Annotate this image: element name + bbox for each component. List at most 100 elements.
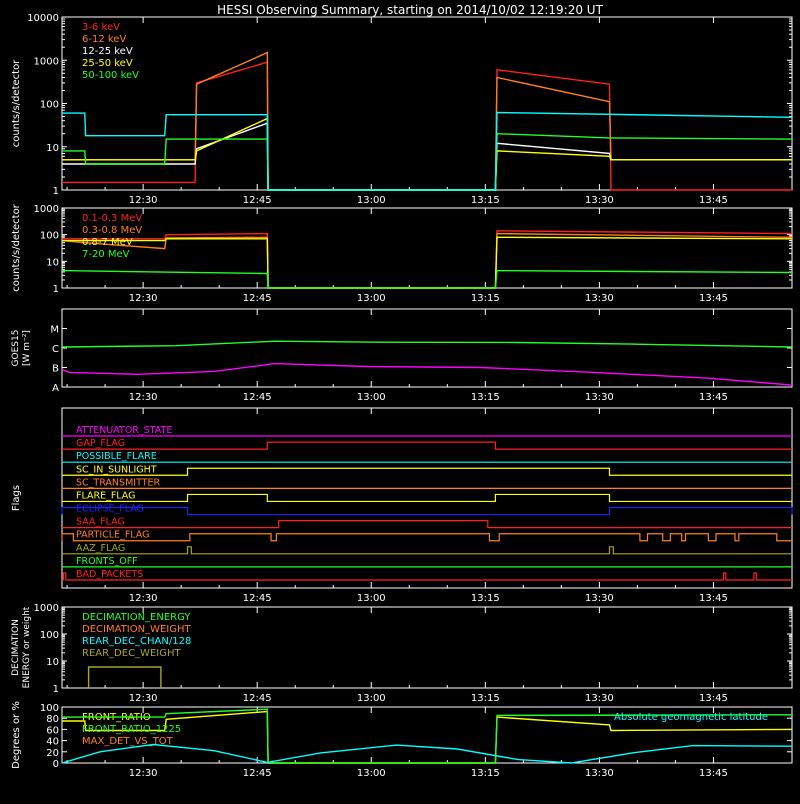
panel3-ytick-label: B bbox=[52, 364, 59, 375]
panel2-series-line-2 bbox=[62, 236, 793, 289]
panel3-ytick-label: C bbox=[52, 344, 59, 355]
panel4-xtick-label: 12:30 bbox=[129, 593, 158, 604]
panel4-flag-line-11 bbox=[62, 572, 792, 581]
panel4-flag-line-9 bbox=[62, 546, 792, 555]
panel4-flag-line-6 bbox=[61, 506, 793, 516]
panel4-flag-label: BAD_PACKETS bbox=[76, 569, 143, 580]
panel3-xtick-label: 13:15 bbox=[471, 392, 500, 403]
panel4-xtick-label: 13:00 bbox=[357, 593, 386, 604]
panel4-xtick-label: 12:45 bbox=[243, 593, 272, 604]
panel6-xtick-label: 12:45 bbox=[243, 768, 272, 779]
panel2-xtick-label: 12:45 bbox=[243, 293, 272, 304]
panel5-xtick-label: 13:15 bbox=[471, 693, 500, 704]
panel3-series-line-0 bbox=[61, 340, 793, 348]
panel2-series-line-3 bbox=[61, 269, 793, 289]
panel6-xtick-label: 13:30 bbox=[585, 768, 614, 779]
panel3-ytick-label: M bbox=[50, 325, 59, 336]
panel1-ytick-label: 10000 bbox=[27, 13, 59, 24]
panel4-flag-line-3 bbox=[62, 467, 792, 476]
panel4-flag-line-7 bbox=[62, 520, 792, 529]
panel1-panel: 1 10 100 1000 10000 12:30 12:45 13:00 13:15 13:30… bbox=[11, 13, 793, 206]
panel6-series-line-3 bbox=[61, 743, 793, 764]
panel1-xtick-label: 13:15 bbox=[471, 195, 500, 206]
panel5-xtick-label: 13:30 bbox=[585, 693, 614, 704]
panel2-ytick-label: 1 bbox=[53, 284, 59, 295]
panel5-xtick-label: 12:45 bbox=[243, 693, 272, 704]
figure-title: HESSI Observing Summary, starting on 201… bbox=[217, 3, 603, 17]
panel6-xtick-label: 13:15 bbox=[471, 768, 500, 779]
panel1-xtick-label: 13:00 bbox=[357, 195, 386, 206]
panel1-xtick-label: 12:45 bbox=[243, 195, 272, 206]
panel2-panel: 1 10 100 1000 12:30 12:45 13:00 13:15 13:30 13:45… bbox=[11, 203, 793, 304]
panel4-flag-label: POSSIBLE_FLARE bbox=[76, 451, 157, 462]
panel3-xtick-label: 12:30 bbox=[129, 392, 158, 403]
panel1-xtick-label: 13:30 bbox=[585, 195, 614, 206]
panel5-xtick-label: 13:45 bbox=[699, 693, 728, 704]
panel6-ytick-label: 20 bbox=[46, 748, 59, 759]
panel4-flag-label: FLARE_FLAG bbox=[76, 490, 136, 501]
panel1-ytick-label: 10 bbox=[46, 143, 59, 154]
panel4-flag-label: ATTENUATOR_STATE bbox=[76, 425, 172, 436]
panel5-legend-entry: REAR_DEC_CHAN/128 bbox=[82, 636, 191, 647]
panel1-legend-entry: 6-12 keV bbox=[82, 34, 126, 45]
panel1-ylabel: counts/s/detector bbox=[11, 59, 22, 147]
panel3-xtick-label: 13:30 bbox=[585, 392, 614, 403]
panel6-ytick-label: 100 bbox=[40, 703, 59, 714]
panel6-legend-entry: MAX_DET_VS_TOT bbox=[82, 736, 174, 747]
panel4-xtick-label: 13:15 bbox=[471, 593, 500, 604]
panel5-legend-entry: REAR_DEC_WEIGHT bbox=[82, 648, 181, 659]
panel3-ylabel: GOES15 bbox=[11, 330, 21, 367]
panel4-flag-label: GAP_FLAG bbox=[76, 438, 125, 449]
panel1-legend-entry: 50-100 keV bbox=[82, 70, 139, 81]
panel5-legend-entry: DECIMATION_ENERGY bbox=[82, 612, 191, 623]
panel2-ytick-label: 10 bbox=[46, 257, 59, 268]
panel4-xtick-label: 13:30 bbox=[585, 593, 614, 604]
panel3-ylabel2: [W m⁻²] bbox=[22, 330, 32, 366]
panel4-frame bbox=[61, 407, 793, 589]
panel4-flag-label: ECLIPSE_FLAG bbox=[76, 504, 144, 515]
panel6-annotation: Absolute geomagnetic latitude bbox=[614, 712, 768, 723]
panel2-legend-entry: 0.3-0.8 MeV bbox=[82, 225, 142, 236]
panel1-legend-entry: 25-50 keV bbox=[82, 58, 133, 69]
panel5-series-line-3 bbox=[87, 666, 162, 688]
panel5-frame bbox=[61, 606, 793, 689]
panel4-flag-label: SC_IN_SUNLIGHT bbox=[76, 464, 157, 475]
panel4-ylabel: Flags bbox=[11, 485, 22, 511]
panel6-ylabel: Degrees or % bbox=[11, 701, 22, 769]
panel4-flag-label: FRONTS_OFF bbox=[76, 556, 138, 567]
panel4-flag-label: PARTICLE_FLAG bbox=[76, 530, 149, 541]
panel6-ytick-label: 60 bbox=[46, 725, 59, 736]
panel5-ytick-label: 1 bbox=[53, 684, 59, 695]
panel1-xtick-label: 13:45 bbox=[699, 195, 728, 206]
panel5-ytick-label: 100 bbox=[40, 630, 59, 641]
panel2-xtick-label: 13:30 bbox=[585, 293, 614, 304]
panel2-ytick-label: 1000 bbox=[34, 204, 59, 215]
panel4-flag-line-5 bbox=[62, 493, 792, 503]
panel4-flag-label: SC_TRANSMITTER bbox=[76, 477, 161, 488]
panel4-flag-label: AAZ_FLAG bbox=[76, 543, 125, 554]
panel1-xtick-label: 12:30 bbox=[129, 195, 158, 206]
panel6-xtick-label: 13:00 bbox=[357, 768, 386, 779]
panel2-legend-entry: 7-20 MeV bbox=[82, 249, 130, 260]
panel2-xtick-label: 13:45 bbox=[699, 293, 728, 304]
panel4-flag-line-1 bbox=[62, 441, 792, 450]
panel2-xtick-label: 13:00 bbox=[357, 293, 386, 304]
panel3-series-line-1 bbox=[61, 362, 793, 386]
panel4-flag-label: SAA_FLAG bbox=[76, 517, 125, 528]
panel2-xtick-label: 13:15 bbox=[471, 293, 500, 304]
panel6-ytick-label: 80 bbox=[46, 714, 59, 725]
panel5-ylabel2: ENERGY or weight bbox=[22, 606, 32, 688]
panel6-ytick-label: 0 bbox=[53, 759, 59, 770]
panel4-flag-line-8 bbox=[61, 533, 792, 542]
panel6-series-line-1 bbox=[62, 708, 793, 764]
panel5-legend-entry: DECIMATION_WEIGHT bbox=[82, 624, 191, 635]
panel6-ytick-label: 40 bbox=[46, 737, 59, 748]
panel4-panel: 12:30 12:45 13:00 13:15 13:30 13:45 Flags ATTEN… bbox=[11, 407, 793, 604]
panel1-ytick-label: 1000 bbox=[34, 56, 59, 67]
panel2-ylabel: counts/s/detector bbox=[11, 203, 22, 291]
